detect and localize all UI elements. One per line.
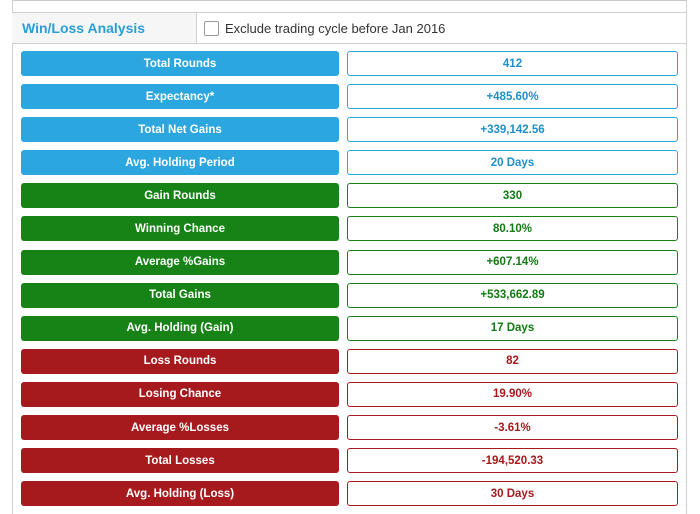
stat-value: 30 Days [347,481,678,507]
stat-row-loss-rounds: Loss Rounds 82 [21,348,678,374]
stat-row-total-gains: Total Gains +533,662.89 [21,282,678,308]
top-divider [12,0,687,1]
panel-title: Win/Loss Analysis [12,13,197,43]
stat-label: Avg. Holding (Loss) [21,481,339,507]
stat-label: Gain Rounds [21,183,339,209]
stat-row-winning-chance: Winning Chance 80.10% [21,216,678,242]
win-loss-panel [12,0,687,514]
stat-row-total-net-gains: Total Net Gains +339,142.56 [21,117,678,143]
exclude-cycle-checkbox[interactable] [204,20,219,36]
stat-row-average-losses: Average %Losses -3.61% [21,415,678,441]
stat-value: +533,662.89 [347,282,678,308]
exclude-cycle-filter[interactable]: Exclude trading cycle before Jan 2016 [197,13,445,43]
stat-label: Winning Chance [21,216,339,242]
stat-value: 330 [347,183,678,209]
stat-value: 20 Days [347,150,678,176]
stat-value: -194,520.33 [347,448,678,474]
stat-label: Loss Rounds [21,348,339,374]
stat-row-losing-chance: Losing Chance 19.90% [21,381,678,407]
stat-value: +339,142.56 [347,117,678,143]
stat-label: Total Losses [21,448,339,474]
stat-label: Avg. Holding (Gain) [21,315,339,341]
stats-list: Total Rounds 412 Expectancy* +485.60% To… [21,51,678,514]
stat-label: Average %Gains [21,249,339,275]
stat-label: Losing Chance [21,381,339,407]
stat-label: Total Net Gains [21,117,339,143]
stat-value: 82 [347,348,678,374]
stat-label: Avg. Holding Period [21,150,339,176]
stat-value: 80.10% [347,216,678,242]
stat-value: +607.14% [347,249,678,275]
stat-row-avg-holding-period: Avg. Holding Period 20 Days [21,150,678,176]
stat-value: 17 Days [347,315,678,341]
stat-value: -3.61% [347,415,678,441]
stat-label: Average %Losses [21,415,339,441]
stat-value: 19.90% [347,381,678,407]
stat-row-average-gains: Average %Gains +607.14% [21,249,678,275]
panel-header: Win/Loss Analysis Exclude trading cycle … [12,12,687,44]
stat-label: Total Rounds [21,51,339,76]
stat-row-total-rounds: Total Rounds 412 [21,51,678,76]
stat-row-total-losses: Total Losses -194,520.33 [21,448,678,474]
stat-row-expectancy: Expectancy* +485.60% [21,84,678,110]
stat-value: 412 [347,51,678,76]
stat-label: Expectancy* [21,84,339,110]
stat-row-avg-holding-loss: Avg. Holding (Loss) 30 Days [21,481,678,507]
exclude-cycle-label[interactable]: Exclude trading cycle before Jan 2016 [225,20,446,36]
stat-label: Total Gains [21,282,339,308]
stat-value: +485.60% [347,84,678,110]
stat-row-gain-rounds: Gain Rounds 330 [21,183,678,209]
stat-row-avg-holding-gain: Avg. Holding (Gain) 17 Days [21,315,678,341]
